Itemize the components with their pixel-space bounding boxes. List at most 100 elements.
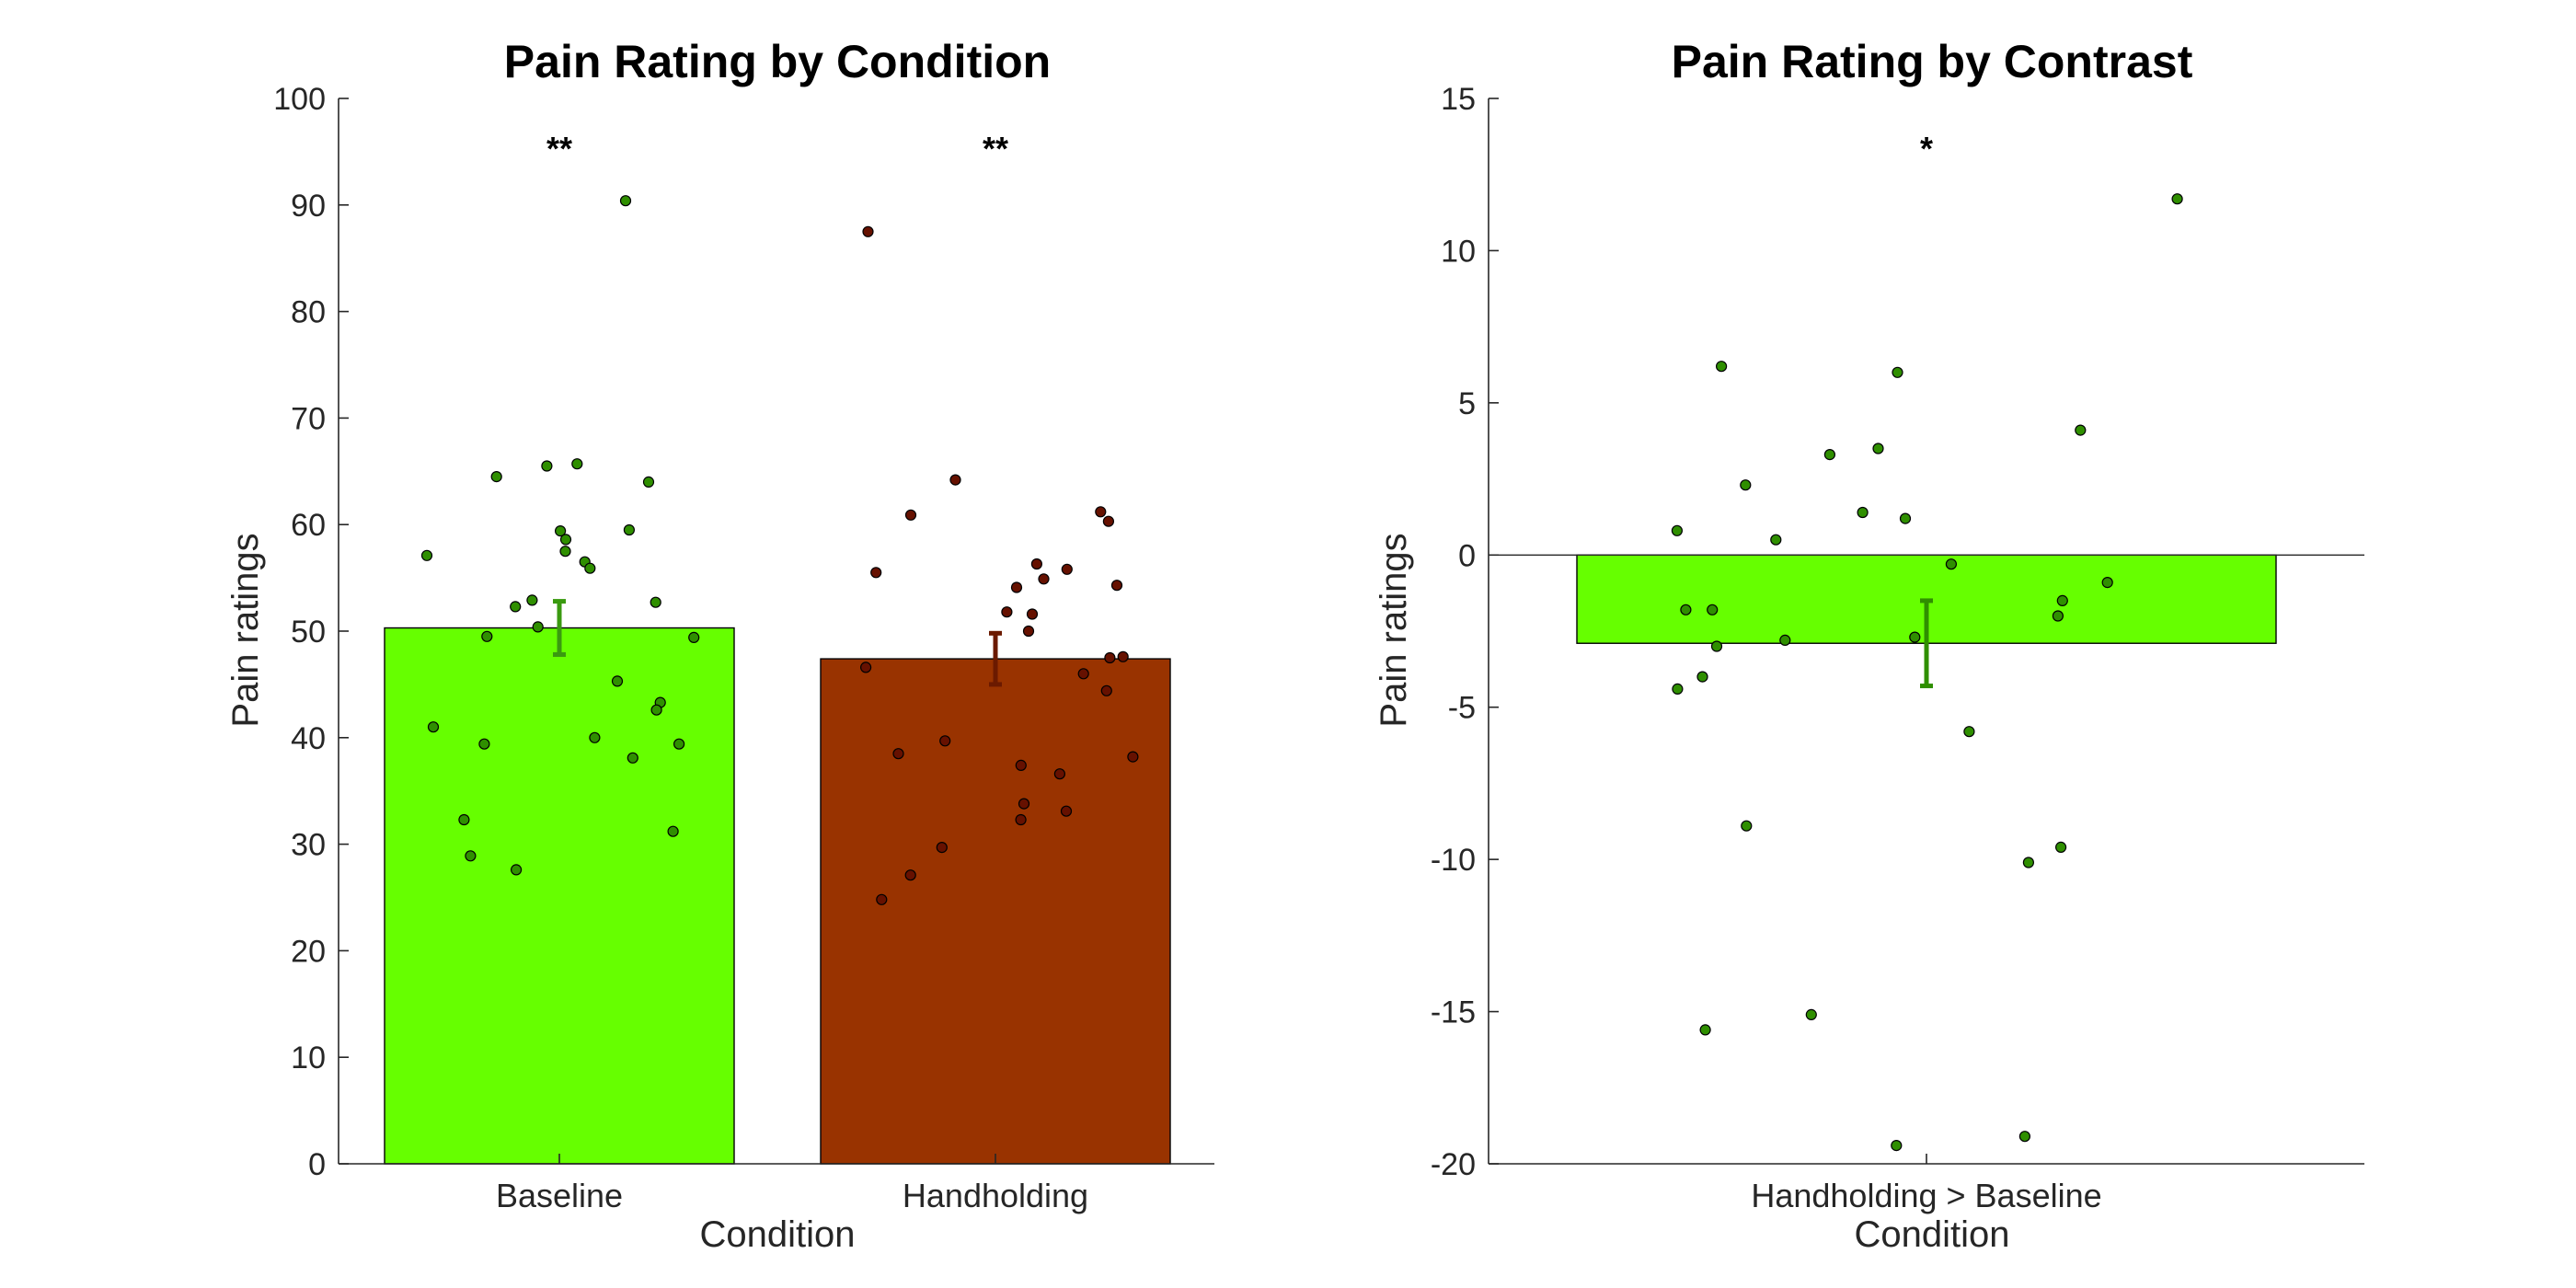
condition-chart-data-point (1100, 684, 1112, 696)
condition-chart-data-point (541, 460, 553, 472)
condition-chart-error-bars (553, 599, 1002, 687)
condition-chart-data-point (904, 869, 916, 881)
condition-chart-data-point (1077, 668, 1089, 680)
contrast-chart-significance-marker: * (1920, 130, 1933, 167)
condition-chart-y-tick-label: 90 (291, 189, 326, 224)
condition-chart-data-point (1015, 759, 1027, 772)
condition-chart-bars (384, 627, 1171, 1165)
contrast-chart-error-bars (1920, 598, 1933, 689)
contrast-chart-data-point (1707, 604, 1719, 615)
condition-chart-data-point (936, 841, 948, 854)
condition-chart-data-point (427, 721, 440, 733)
contrast-chart-data-point (2075, 424, 2087, 436)
contrast-chart-points (1671, 193, 2183, 1152)
contrast-chart-data-point (1741, 820, 1753, 832)
condition-chart-y-tick-label: 80 (291, 295, 326, 330)
condition-chart-data-point (949, 474, 961, 486)
contrast-chart-axes (1488, 98, 2364, 1165)
condition-chart-bar-baseline (384, 627, 735, 1165)
condition-chart-axes (338, 98, 1214, 1165)
contrast-chart-data-point (1779, 634, 1791, 647)
condition-chart-data-point (532, 621, 544, 633)
contrast-chart-data-point (1872, 443, 1884, 454)
condition-chart-y-tick-label: 30 (291, 828, 326, 863)
condition-chart-data-point (490, 470, 502, 483)
contrast-chart-y-tick-label: -5 (1448, 691, 1476, 726)
contrast-chart-data-point (1857, 506, 1869, 519)
condition-chart-data-point (465, 850, 477, 862)
condition-chart-data-point (688, 631, 700, 644)
condition-chart-data-point (667, 825, 679, 837)
condition-chart-data-point (420, 549, 433, 561)
contrast-chart-data-point (2022, 857, 2034, 868)
condition-chart-data-point (510, 601, 522, 613)
condition-chart-category-label: Handholding (903, 1177, 1088, 1214)
condition-chart-data-point (1018, 798, 1030, 810)
condition-chart-data-point (1010, 581, 1023, 593)
contrast-chart-data-point (1710, 640, 1723, 652)
condition-chart-y-tick-label: 60 (291, 508, 326, 543)
condition-chart-y-axis-label: Pain ratings (225, 533, 266, 727)
contrast-chart-y-tick-label: 5 (1458, 386, 1476, 421)
contrast-chart-data-point (1671, 524, 1684, 536)
condition-chart-data-point (904, 509, 917, 521)
contrast-chart-data-point (1823, 449, 1836, 461)
condition-chart-y-tick-label: 50 (291, 615, 326, 650)
condition-chart-data-point (939, 735, 951, 747)
condition-chart-y-tick-label: 10 (291, 1041, 326, 1075)
condition-chart-data-point (673, 738, 685, 750)
condition-chart-data-point (526, 594, 538, 606)
condition-chart-data-point (1026, 608, 1039, 620)
contrast-chart-y-tick-label: -10 (1431, 843, 1476, 878)
condition-chart-labels: 0 10 20 30 40 50 60 70 80 90 100 Baseline ** Handhold… (273, 82, 1088, 1214)
contrast-chart-data-point (1699, 1024, 1711, 1036)
condition-chart-data-point (611, 675, 624, 687)
condition-chart-data-point (478, 738, 490, 750)
condition-chart-y-tick-label: 70 (291, 401, 326, 436)
contrast-chart-y-tick-label: 10 (1441, 234, 1476, 269)
condition-chart-data-point (1015, 813, 1027, 826)
condition-chart-data-point (623, 523, 636, 536)
condition-chart-data-point (481, 630, 493, 642)
condition-chart-data-point (650, 704, 662, 716)
condition-chart-bar-handholding (820, 658, 1171, 1165)
contrast-chart-data-point (2171, 193, 2183, 205)
condition-chart-data-point (1060, 805, 1073, 817)
contrast-chart-panel: Pain Rating by Contrast Pain ratings Con… (1374, 36, 2364, 1255)
condition-chart-data-point (1110, 580, 1123, 592)
contrast-chart-data-point (1891, 1139, 1903, 1152)
contrast-chart-data-point (1945, 558, 1957, 570)
condition-chart-data-point (650, 596, 661, 608)
condition-chart-data-point (559, 546, 571, 558)
condition-chart-data-point (1053, 768, 1066, 780)
condition-chart-data-point (584, 562, 596, 574)
condition-chart-data-point (1038, 573, 1050, 585)
condition-chart-data-point (571, 458, 583, 470)
condition-chart-error-bar (553, 599, 566, 657)
contrast-chart-category-label: Handholding > Baseline (1751, 1177, 2101, 1214)
condition-chart-significance-marker: ** (546, 130, 572, 167)
contrast-chart-data-point (2056, 594, 2068, 607)
condition-chart-points (420, 195, 1139, 905)
condition-chart-data-point (859, 661, 872, 673)
condition-chart-data-point (1030, 558, 1043, 570)
contrast-chart-data-point (1909, 631, 1921, 643)
contrast-chart-data-point (1892, 366, 1903, 378)
condition-chart-y-tick-label: 40 (291, 721, 326, 756)
contrast-chart-y-tick-label: -20 (1431, 1147, 1476, 1182)
contrast-chart-data-point (2018, 1131, 2030, 1143)
condition-chart-data-point (619, 195, 632, 207)
condition-chart-data-point (589, 731, 601, 743)
contrast-chart-data-point (1672, 683, 1684, 696)
condition-chart-data-point (1127, 751, 1139, 763)
condition-chart-data-point (1102, 515, 1115, 527)
contrast-chart-data-point (2055, 841, 2067, 854)
contrast-chart-data-point (1680, 604, 1692, 615)
condition-chart-data-point (554, 524, 567, 537)
condition-chart-data-point (1095, 506, 1107, 518)
condition-chart-error-bar (989, 630, 1002, 687)
condition-chart-panel: Pain Rating by Condition Pain ratings Co… (225, 36, 1214, 1255)
condition-chart-data-point (1001, 606, 1013, 618)
contrast-chart-x-axis-label: Condition (1854, 1214, 2009, 1255)
